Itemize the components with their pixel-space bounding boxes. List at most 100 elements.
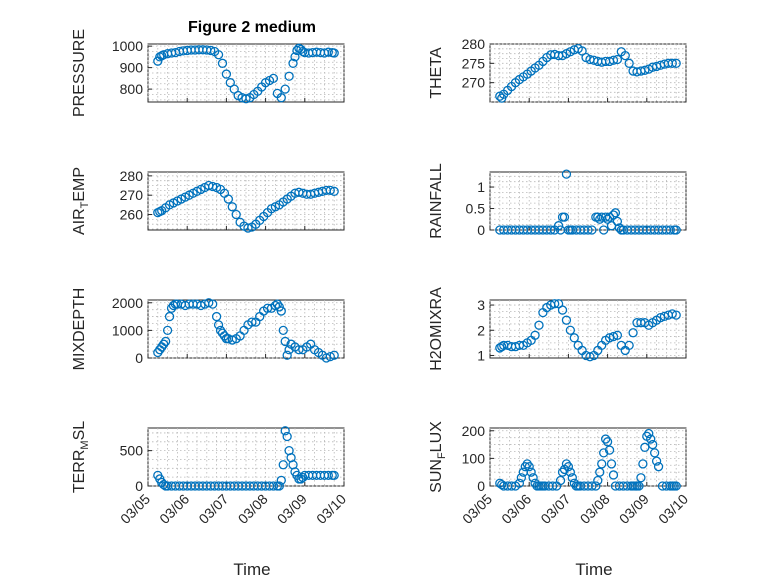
y-tick-label: 280 [120, 168, 144, 184]
x-tick-label: 03/08 [577, 491, 613, 527]
grid-lines [147, 428, 345, 487]
series-markers [153, 426, 339, 491]
data-point [217, 58, 228, 68]
y-tick-label: 500 [120, 443, 144, 459]
data-point [546, 225, 556, 235]
data-point [329, 470, 339, 481]
data-point [284, 71, 294, 81]
data-point [671, 481, 681, 491]
data-point [164, 311, 175, 322]
data-point [290, 52, 300, 62]
data-point [497, 479, 507, 490]
data-point [528, 473, 538, 483]
x-tick-label: 03/05 [459, 491, 495, 527]
series-markers [153, 298, 339, 363]
grid-lines [147, 300, 345, 359]
x-tick-label: 03/10 [313, 491, 349, 527]
data-point [325, 185, 335, 196]
data-point [636, 473, 646, 483]
data-point [274, 481, 284, 491]
data-point [247, 317, 257, 327]
subplot-theta: 270 275 280 THETA [428, 36, 687, 103]
subplot-air_temp: 260 270 280 AIRTEMP [71, 167, 345, 235]
data-point [204, 298, 214, 308]
data-point [577, 46, 587, 56]
data-point [280, 336, 290, 347]
data-point [213, 320, 224, 330]
x-tick-label: 03/07 [537, 491, 573, 527]
data-point [665, 225, 675, 235]
x-tick-label: 03/09 [616, 491, 652, 527]
y-tick-label: 260 [120, 207, 144, 223]
data-point [243, 223, 253, 233]
x-tick-label: 03/06 [156, 491, 192, 527]
x-tick-label: 03/07 [195, 491, 231, 527]
data-point [561, 315, 572, 325]
data-point [321, 353, 332, 363]
data-point [649, 448, 660, 458]
data-point [294, 345, 304, 355]
y-axis-label: H2OMIXRA [428, 287, 445, 371]
data-point [610, 208, 621, 218]
data-point [597, 459, 607, 469]
data-point [196, 300, 206, 311]
data-point [329, 186, 339, 196]
data-point [276, 475, 286, 485]
data-point [595, 467, 605, 477]
series-markers [495, 169, 681, 235]
data-point [608, 470, 619, 480]
data-point [624, 58, 634, 68]
data-point [268, 73, 279, 84]
data-point [567, 473, 577, 483]
subplot-rainfall: 0 0.5 1 RAINFALL [428, 163, 687, 239]
data-point [159, 339, 169, 349]
x-tick-label: 03/10 [655, 491, 691, 527]
data-point [565, 325, 576, 335]
data-point [561, 169, 572, 179]
data-point [268, 481, 279, 491]
data-point [612, 216, 623, 227]
data-point [497, 342, 507, 352]
data-point [646, 434, 656, 444]
data-point [606, 459, 617, 469]
data-point [282, 350, 292, 360]
y-tick-label: 900 [120, 60, 144, 76]
data-point [221, 69, 232, 79]
data-point [298, 472, 308, 483]
data-point [160, 336, 171, 347]
y-axis-label: MIXDEPTH [71, 288, 88, 371]
x-axis-label-left: Time [233, 560, 270, 579]
data-point [553, 221, 564, 231]
data-point [644, 428, 654, 439]
y-tick-label: 3 [477, 297, 485, 313]
y-tick-label: 1000 [112, 38, 143, 54]
data-point [620, 50, 630, 61]
data-point [559, 212, 570, 222]
data-point [667, 58, 677, 68]
series-markers [495, 428, 681, 491]
data-point [671, 58, 681, 68]
data-point [276, 93, 286, 103]
data-point [530, 330, 540, 340]
data-point [602, 437, 613, 447]
data-point [223, 194, 234, 204]
y-tick-label: 0 [135, 478, 143, 494]
data-point [608, 55, 619, 65]
data-point [555, 475, 566, 486]
data-point [599, 225, 609, 235]
data-point [550, 299, 560, 309]
data-point [329, 48, 339, 58]
y-tick-label: 1 [477, 347, 485, 363]
data-point [569, 333, 579, 343]
data-point [522, 459, 532, 469]
data-point [651, 456, 662, 466]
data-point [162, 325, 173, 336]
data-point [671, 310, 681, 320]
data-point [211, 311, 222, 322]
data-point [241, 94, 251, 104]
data-point [604, 445, 615, 455]
data-point [640, 442, 650, 452]
series-markers [153, 180, 339, 233]
data-point [587, 225, 597, 235]
